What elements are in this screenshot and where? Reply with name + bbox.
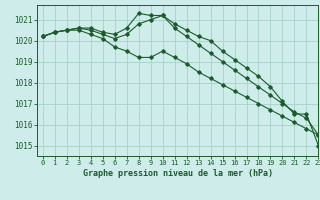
X-axis label: Graphe pression niveau de la mer (hPa): Graphe pression niveau de la mer (hPa) (83, 169, 273, 178)
